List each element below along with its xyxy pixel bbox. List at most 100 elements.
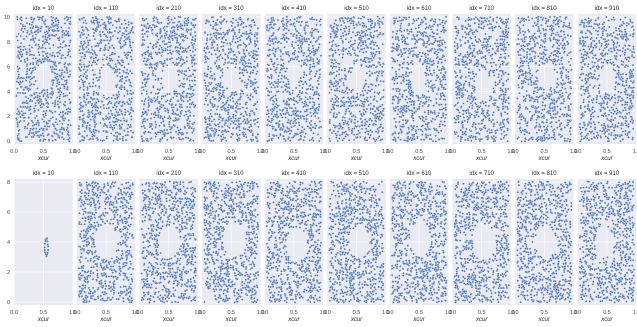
data-point (331, 97, 334, 101)
data-point (238, 72, 241, 75)
data-point (241, 90, 244, 93)
data-point (43, 31, 46, 34)
data-point (19, 76, 23, 79)
data-point (191, 79, 194, 82)
data-point (105, 56, 109, 59)
data-point (188, 120, 191, 123)
data-point (251, 109, 254, 113)
data-point (25, 73, 28, 76)
data-point (98, 85, 101, 88)
data-point (148, 63, 152, 67)
data-point (165, 128, 169, 132)
data-point (271, 110, 274, 113)
data-point (52, 21, 55, 25)
data-point (63, 104, 66, 107)
data-point (79, 74, 82, 77)
data-point (412, 106, 416, 109)
data-point (65, 15, 68, 18)
data-point (145, 92, 149, 96)
data-point (102, 103, 105, 107)
data-point (49, 117, 53, 120)
data-point (124, 111, 127, 114)
data-point (66, 18, 69, 22)
data-point (270, 138, 273, 142)
data-point (353, 42, 356, 45)
data-point (295, 34, 298, 37)
data-point (152, 113, 156, 116)
data-point (252, 111, 256, 115)
data-point (350, 36, 353, 39)
data-point (82, 81, 85, 84)
data-point (362, 16, 366, 19)
data-point (241, 32, 245, 35)
data-point (310, 119, 313, 123)
data-point (226, 96, 230, 100)
data-point (378, 26, 381, 29)
data-point (91, 28, 95, 31)
data-point (112, 67, 116, 70)
data-point (206, 109, 210, 113)
data-point (419, 128, 423, 132)
data-point (105, 107, 108, 110)
data-point (118, 137, 122, 141)
data-point (245, 37, 249, 41)
data-point (245, 106, 249, 110)
data-point (290, 119, 293, 122)
data-point (271, 103, 275, 106)
data-point (406, 132, 409, 135)
data-point (382, 32, 385, 36)
data-point (41, 40, 45, 43)
data-point (113, 71, 116, 74)
data-point (365, 72, 369, 75)
data-point (336, 130, 340, 133)
data-point (419, 21, 423, 24)
data-point (85, 36, 88, 39)
data-point (94, 106, 97, 109)
data-point (28, 129, 32, 133)
data-point (113, 104, 117, 107)
data-point (441, 137, 444, 140)
data-point (375, 138, 378, 142)
data-point (57, 91, 60, 94)
data-point (377, 92, 380, 96)
data-point (210, 129, 214, 132)
data-point (35, 127, 38, 130)
data-point (211, 139, 215, 142)
data-point (113, 29, 117, 33)
data-point (168, 48, 172, 52)
data-point (217, 118, 221, 121)
data-point (332, 62, 335, 65)
data-point (157, 91, 160, 95)
data-point (374, 113, 378, 117)
data-point (364, 79, 367, 82)
data-point (56, 46, 60, 49)
data-point (280, 20, 283, 23)
data-point (311, 88, 314, 91)
data-point (370, 83, 373, 86)
data-point (177, 69, 181, 72)
data-point (88, 124, 91, 127)
data-point (314, 72, 318, 75)
data-point (349, 112, 352, 115)
data-point (355, 133, 359, 136)
data-point (287, 118, 290, 122)
data-point (145, 30, 148, 33)
data-point (372, 56, 375, 60)
data-point (335, 45, 338, 48)
data-point (347, 30, 351, 33)
data-point (185, 94, 188, 97)
data-point (174, 103, 178, 107)
data-point (230, 91, 234, 94)
data-point (170, 52, 173, 56)
data-point (363, 131, 367, 134)
data-point (30, 46, 34, 49)
data-point (333, 126, 337, 129)
data-point (129, 46, 133, 49)
data-point (57, 134, 60, 137)
data-point (203, 31, 207, 34)
data-point (49, 110, 53, 113)
x-tick-label: 0.0 (261, 149, 269, 155)
data-point (126, 54, 130, 57)
data-point (28, 33, 31, 36)
data-point (193, 76, 197, 79)
